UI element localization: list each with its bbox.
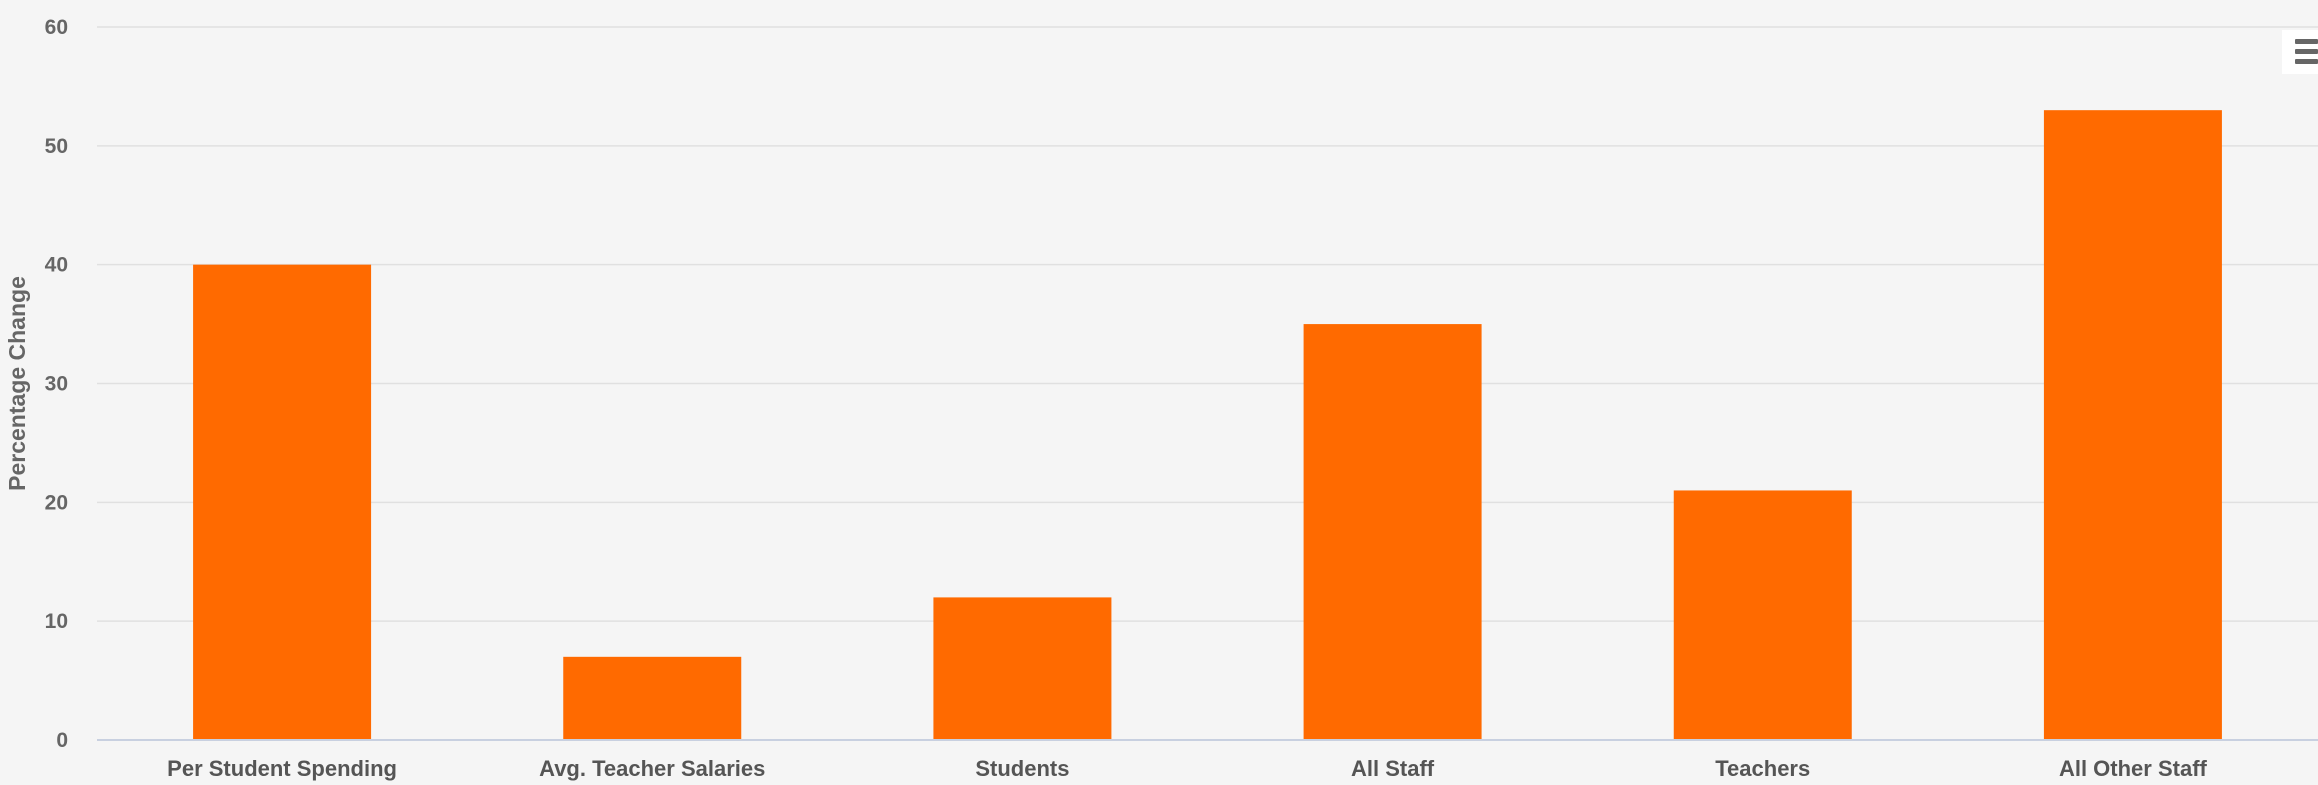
x-axis-labels: Per Student Spending Avg. Teacher Salarie…	[167, 756, 2207, 781]
bar[interactable]	[1303, 324, 1482, 740]
bars	[193, 110, 2222, 740]
x-category-label: Students	[975, 756, 1069, 781]
chart-menu-button[interactable]	[2282, 30, 2318, 74]
gridlines	[97, 26, 2318, 622]
bar[interactable]	[1673, 490, 1852, 740]
x-category-label: Teachers	[1715, 756, 1810, 781]
bar[interactable]	[193, 264, 372, 740]
y-axis-ticks: 0 10 20 30 40 50 60	[45, 16, 68, 752]
y-tick-label: 0	[56, 729, 68, 752]
y-tick-label: 40	[45, 254, 68, 277]
bar[interactable]	[563, 656, 742, 740]
x-category-label: Avg. Teacher Salaries	[539, 756, 765, 781]
x-category-label: All Staff	[1351, 756, 1435, 781]
bar[interactable]	[933, 597, 1112, 740]
y-tick-label: 20	[45, 491, 68, 514]
x-category-label: Per Student Spending	[167, 756, 397, 781]
bar[interactable]	[2043, 110, 2222, 740]
y-tick-label: 50	[45, 135, 68, 158]
x-category-label: All Other Staff	[2059, 756, 2208, 781]
y-axis-title: Percentage Change	[4, 276, 30, 491]
y-tick-label: 60	[45, 16, 68, 39]
y-tick-label: 30	[45, 373, 68, 396]
y-tick-label: 10	[45, 610, 68, 633]
